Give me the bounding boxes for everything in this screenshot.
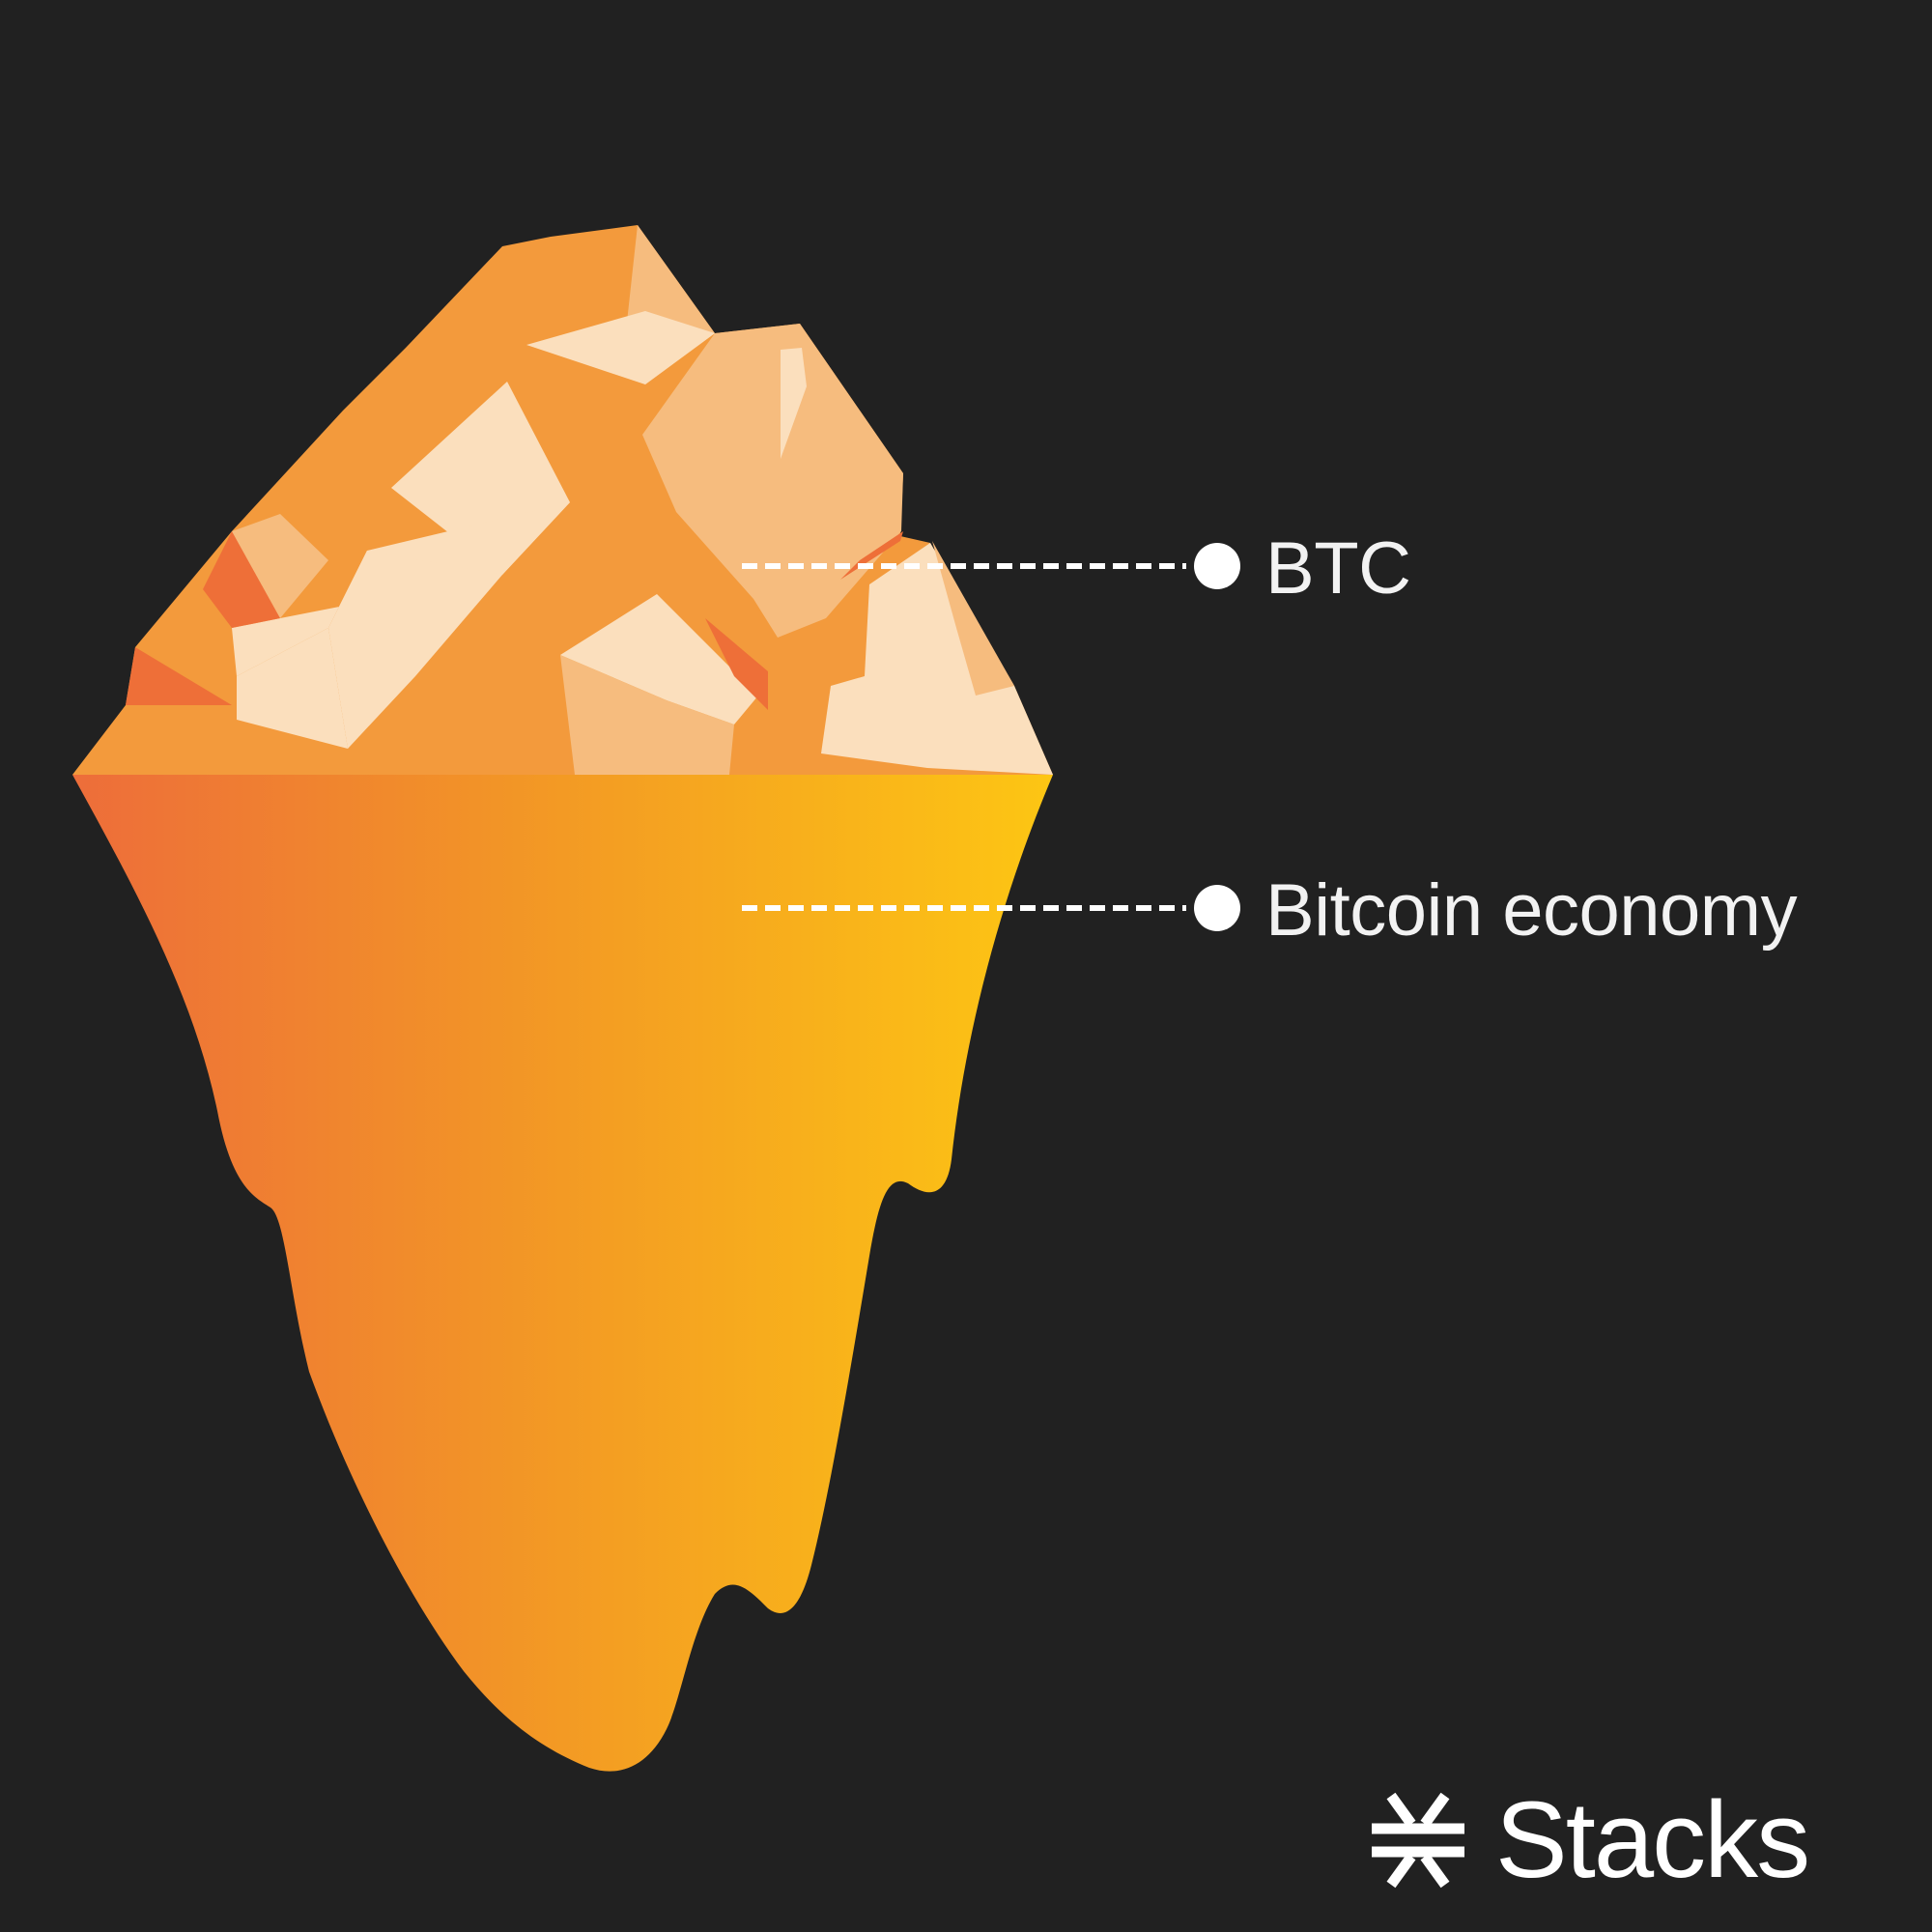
callout-label-bitcoin-economy: Bitcoin economy	[1265, 869, 1798, 952]
brand-logo: Stacks	[1370, 1779, 1810, 1900]
brand-name: Stacks	[1495, 1779, 1810, 1900]
stacks-logo-icon	[1372, 1792, 1464, 1889]
callout-dot-economy	[1194, 885, 1240, 931]
callout-line-economy	[742, 885, 1240, 931]
callout-label-btc: BTC	[1265, 527, 1411, 610]
iceberg-underwater	[72, 775, 1053, 1772]
callout-line-btc	[742, 543, 1240, 589]
iceberg-facets	[126, 225, 1053, 775]
callout-dot-btc	[1194, 543, 1240, 589]
